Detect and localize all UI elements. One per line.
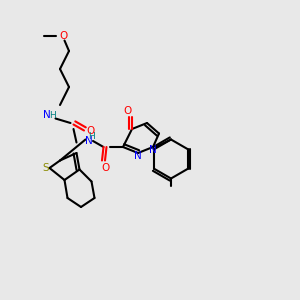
Text: N: N (43, 110, 50, 121)
Text: N: N (149, 145, 157, 155)
Text: S: S (43, 163, 49, 173)
Text: O: O (101, 163, 109, 173)
Text: N: N (134, 151, 142, 161)
Text: O: O (86, 125, 94, 136)
Text: O: O (123, 106, 132, 116)
Text: N: N (85, 136, 92, 146)
Text: O: O (59, 31, 67, 41)
Text: H: H (49, 111, 56, 120)
Text: H: H (88, 132, 95, 141)
